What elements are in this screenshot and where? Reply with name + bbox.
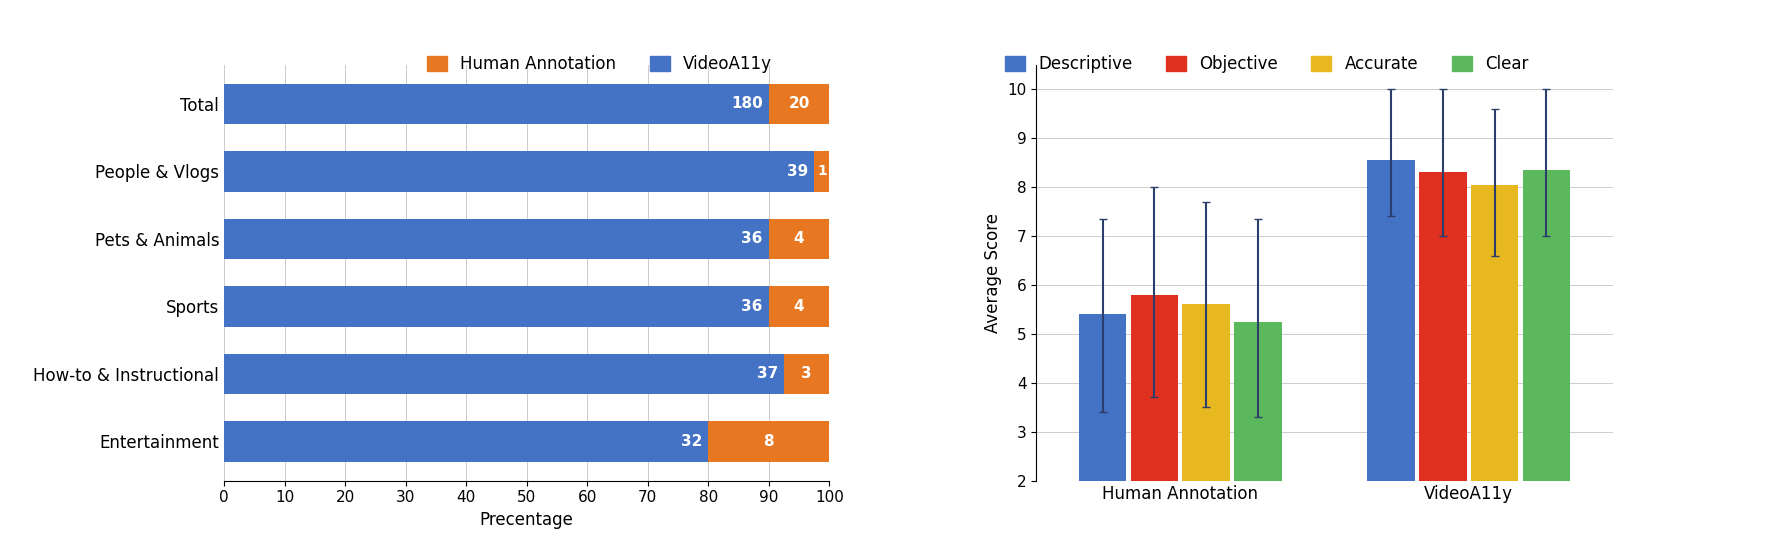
Bar: [1183, 305, 1229, 481]
Text: 180: 180: [731, 97, 763, 111]
Text: 39: 39: [787, 164, 808, 179]
Bar: [708, 421, 830, 462]
Text: 36: 36: [742, 232, 763, 246]
Bar: [814, 151, 830, 192]
Bar: [224, 286, 769, 327]
Text: 4: 4: [794, 232, 805, 246]
Text: 4: 4: [794, 299, 805, 314]
X-axis label: Precentage: Precentage: [480, 511, 573, 529]
Bar: [224, 421, 708, 462]
Y-axis label: Average Score: Average Score: [984, 213, 1002, 333]
Bar: [1419, 172, 1466, 481]
Text: 37: 37: [756, 367, 778, 381]
Bar: [769, 84, 830, 124]
Bar: [224, 219, 769, 259]
Bar: [224, 151, 814, 192]
Bar: [1471, 185, 1518, 481]
Bar: [224, 84, 769, 124]
Legend: Descriptive, Objective, Accurate, Clear: Descriptive, Objective, Accurate, Clear: [998, 48, 1536, 79]
Legend: Human Annotation, VideoA11y: Human Annotation, VideoA11y: [419, 48, 778, 79]
Bar: [1367, 160, 1414, 481]
Bar: [1079, 314, 1127, 481]
Text: 36: 36: [742, 299, 763, 314]
Bar: [1131, 295, 1179, 481]
Bar: [783, 354, 830, 394]
Text: 3: 3: [801, 367, 812, 381]
Bar: [1523, 170, 1570, 481]
Text: 32: 32: [681, 434, 702, 449]
Bar: [224, 354, 783, 394]
Text: 20: 20: [788, 97, 810, 111]
Text: 8: 8: [763, 434, 774, 449]
Text: 1: 1: [817, 165, 826, 178]
Bar: [1235, 322, 1281, 481]
Bar: [769, 219, 830, 259]
Bar: [769, 286, 830, 327]
